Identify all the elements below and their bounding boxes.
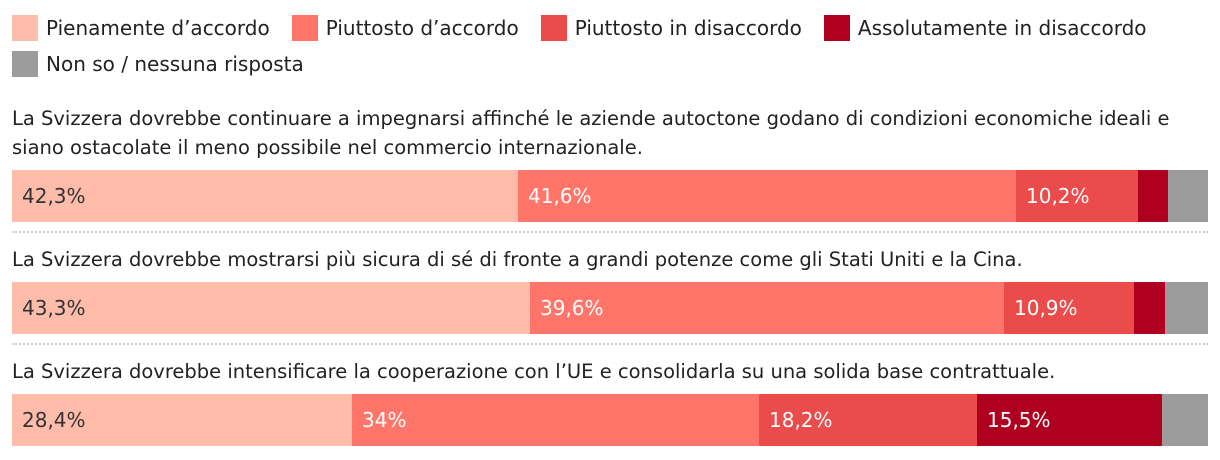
bar-segment: 34% — [352, 394, 759, 446]
chart-row: La Svizzera dovrebbe mostrarsi più sicur… — [12, 245, 1208, 334]
bar-value-label: 15,5% — [987, 408, 1051, 432]
bar-segment: 15,5% — [977, 394, 1162, 446]
chart-row: La Svizzera dovrebbe intensificare la co… — [12, 357, 1208, 446]
legend-label: Assolutamente in disaccordo — [857, 16, 1147, 40]
bar-segment: 42,3% — [12, 170, 518, 222]
row-question: La Svizzera dovrebbe continuare a impegn… — [12, 107, 1170, 159]
legend-label: Pienamente d’accordo — [46, 16, 270, 40]
legend-item: Assolutamente in disaccordo — [823, 14, 1147, 42]
bar-value-label: 39,6% — [540, 296, 604, 320]
bar-segment: 28,4% — [12, 394, 352, 446]
bar-segment — [1162, 394, 1208, 446]
bar-value-label: 34% — [362, 408, 407, 432]
bar-value-label: 10,2% — [1026, 184, 1090, 208]
bar-value-label: 28,4% — [22, 408, 86, 432]
bar-segment: 10,2% — [1016, 170, 1138, 222]
legend-label: Non so / nessuna risposta — [46, 52, 304, 76]
bar-value-label: 10,9% — [1014, 296, 1078, 320]
bar-segment — [1165, 282, 1208, 334]
legend-swatch — [12, 15, 38, 41]
row-separator — [12, 343, 1208, 345]
legend-swatch — [823, 15, 850, 41]
bar-value-label: 43,3% — [22, 296, 86, 320]
legend-label: Piuttosto d’accordo — [325, 16, 519, 40]
bar-segment: 18,2% — [759, 394, 977, 446]
row-separator — [12, 231, 1208, 233]
legend-item: Non so / nessuna risposta — [12, 50, 304, 78]
legend-swatch — [12, 51, 38, 77]
stacked-bar: 42,3% 41,6% 10,2% — [12, 170, 1208, 222]
legend-item: Piuttosto in disaccordo — [540, 14, 802, 42]
legend-item: Piuttosto d’accordo — [291, 14, 519, 42]
row-question: La Svizzera dovrebbe intensificare la co… — [12, 360, 1056, 383]
legend-swatch — [540, 15, 567, 41]
chart-row: La Svizzera dovrebbe continuare a impegn… — [12, 104, 1208, 222]
bar-segment: 43,3% — [12, 282, 530, 334]
bar-segment: 41,6% — [518, 170, 1016, 222]
legend: Pienamente d’accordo Piuttosto d’accordo P… — [12, 14, 1212, 78]
legend-swatch — [291, 15, 318, 41]
bar-segment: 10,9% — [1004, 282, 1134, 334]
row-question: La Svizzera dovrebbe mostrarsi più sicur… — [12, 248, 1023, 271]
bar-value-label: 41,6% — [528, 184, 592, 208]
legend-item: Pienamente d’accordo — [12, 14, 270, 42]
bar-segment — [1138, 170, 1168, 222]
bar-segment — [1168, 170, 1208, 222]
bar-value-label: 18,2% — [769, 408, 833, 432]
stacked-bar: 28,4% 34% 18,2% 15,5% — [12, 394, 1208, 446]
bar-segment: 39,6% — [530, 282, 1004, 334]
bar-value-label: 42,3% — [22, 184, 86, 208]
chart-rows: La Svizzera dovrebbe continuare a impegn… — [12, 104, 1208, 446]
bar-segment — [1134, 282, 1165, 334]
stacked-bar: 43,3% 39,6% 10,9% — [12, 282, 1208, 334]
legend-label: Piuttosto in disaccordo — [574, 16, 802, 40]
